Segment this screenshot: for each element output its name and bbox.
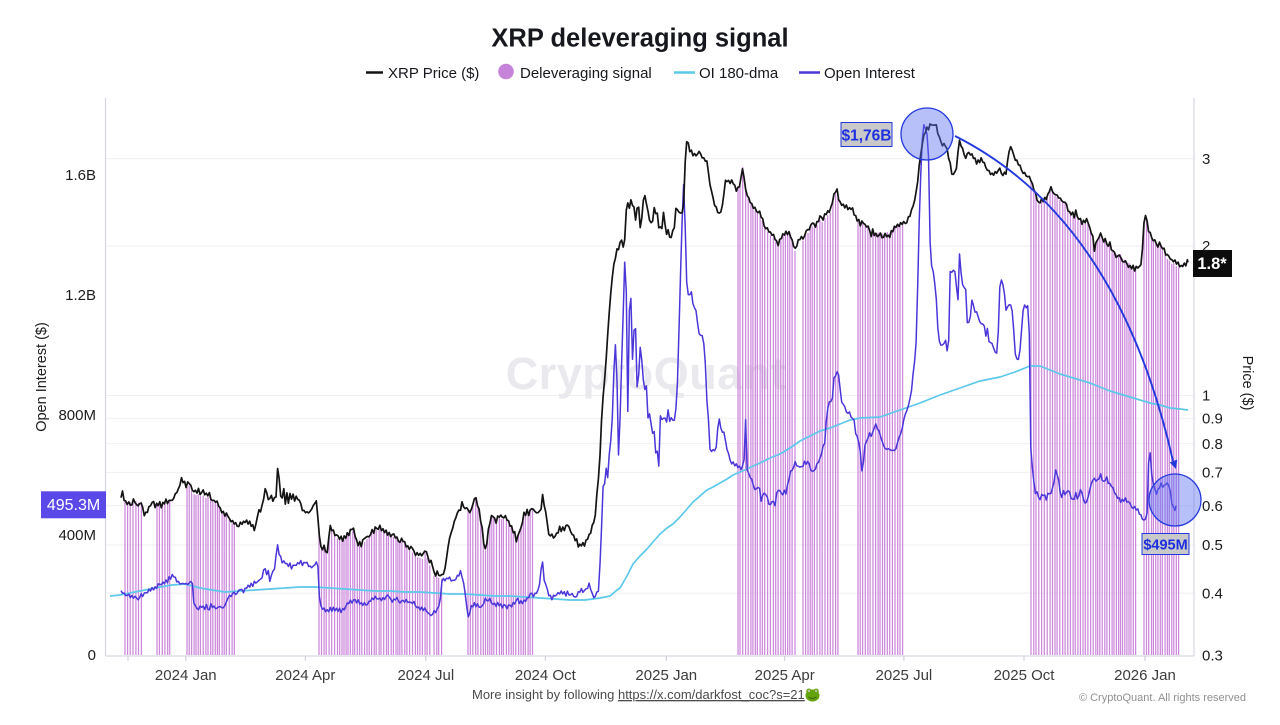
svg-text:0.9: 0.9: [1202, 410, 1223, 427]
svg-text:0.6: 0.6: [1202, 498, 1223, 515]
svg-text:2025 Jul: 2025 Jul: [876, 667, 933, 684]
svg-text:1.6B: 1.6B: [65, 167, 96, 184]
svg-text:2: 2: [1202, 238, 1210, 255]
svg-text:More insight by following http: More insight by following https://x.com/…: [472, 687, 805, 702]
svg-text:1.2B: 1.2B: [65, 287, 96, 304]
svg-text:1.8*: 1.8*: [1197, 255, 1227, 273]
svg-text:2024 Jan: 2024 Jan: [155, 667, 217, 684]
svg-text:2025 Jan: 2025 Jan: [635, 667, 697, 684]
svg-text:$495M: $495M: [1143, 538, 1187, 554]
svg-text:1: 1: [1202, 388, 1210, 405]
svg-text:3: 3: [1202, 151, 1210, 168]
svg-text:2025 Oct: 2025 Oct: [994, 667, 1056, 684]
svg-text:$1,76B: $1,76B: [842, 128, 892, 145]
svg-text:2024 Apr: 2024 Apr: [275, 667, 335, 684]
svg-text:OI 180-dma: OI 180-dma: [699, 65, 779, 82]
svg-text:Price ($): Price ($): [1239, 356, 1255, 411]
svg-text:0.8: 0.8: [1202, 436, 1223, 453]
svg-text:XRP Price ($): XRP Price ($): [388, 65, 479, 82]
svg-text:Open Interest: Open Interest: [824, 65, 916, 82]
svg-text:© CryptoQuant. All rights rese: © CryptoQuant. All rights reserved: [1079, 692, 1246, 704]
svg-text:CryptoQuant: CryptoQuant: [506, 348, 787, 399]
svg-text:0.4: 0.4: [1202, 585, 1223, 602]
svg-text:2026 Jan: 2026 Jan: [1114, 667, 1176, 684]
svg-text:0.3: 0.3: [1202, 647, 1223, 664]
svg-text:495.3M: 495.3M: [47, 497, 100, 514]
svg-text:XRP deleveraging signal: XRP deleveraging signal: [491, 25, 788, 53]
svg-text:2024 Jul: 2024 Jul: [397, 667, 454, 684]
svg-text:0.7: 0.7: [1202, 465, 1223, 482]
svg-text:Deleveraging signal: Deleveraging signal: [520, 65, 652, 82]
svg-text:400M: 400M: [58, 527, 96, 544]
svg-text:Open Interest ($): Open Interest ($): [34, 322, 50, 432]
svg-text:0.5: 0.5: [1202, 537, 1223, 554]
svg-text:2025 Apr: 2025 Apr: [755, 667, 815, 684]
svg-text:800M: 800M: [58, 407, 96, 424]
svg-text:0: 0: [88, 647, 96, 664]
svg-text:2024 Oct: 2024 Oct: [515, 667, 577, 684]
